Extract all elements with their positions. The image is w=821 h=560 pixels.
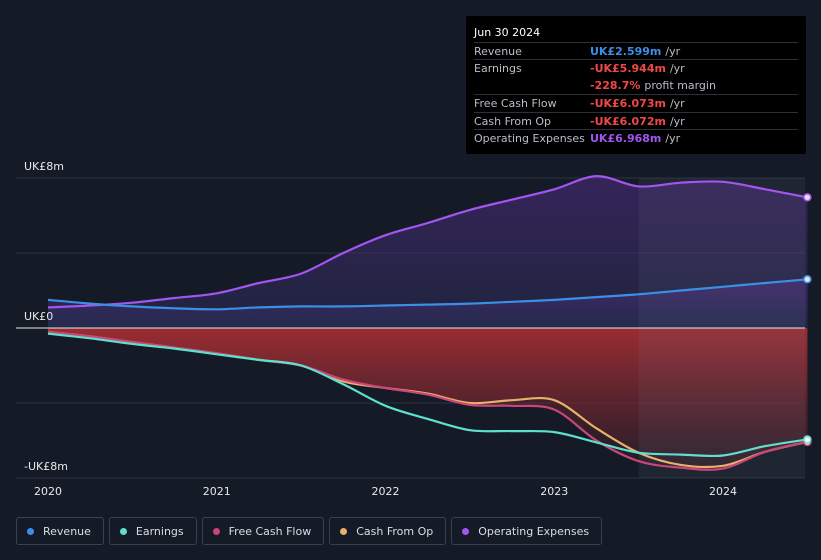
legend: Revenue Earnings Free Cash Flow Cash From O… — [16, 517, 603, 545]
x-tick-label: 2022 — [372, 485, 400, 498]
x-tick-label: 2024 — [709, 485, 737, 498]
tooltip-row: Revenue UK£2.599m/yr — [474, 42, 798, 59]
y-tick-label: UK£8m — [24, 160, 64, 173]
legend-dot-icon — [340, 527, 348, 535]
tooltip-rows: Revenue UK£2.599m/yr Earnings -UK£5.944m/yr… — [474, 42, 798, 146]
operating-expenses-area — [48, 176, 808, 328]
legend-label: Cash From Op — [356, 524, 434, 538]
tooltip-row-label: Free Cash Flow — [474, 97, 557, 111]
x-tick-label: 2020 — [34, 485, 62, 498]
tooltip-row-value: -UK£6.072m — [590, 114, 666, 128]
legend-dot-icon — [27, 527, 34, 535]
tooltip-date: Jun 30 2024 — [474, 26, 541, 39]
tooltip-row: Cash From Op -UK£6.072m/yr — [474, 111, 798, 129]
x-tick-label: 2023 — [540, 485, 568, 498]
tooltip-row-unit: profit margin — [644, 78, 716, 92]
legend-item-revenue[interactable]: Revenue — [16, 517, 104, 545]
tooltip-row: Earnings -UK£5.944m/yr — [474, 59, 798, 76]
legend-dot-icon — [119, 527, 127, 535]
tooltip-row-unit: /yr — [669, 97, 685, 111]
tooltip-row-label: Earnings — [474, 62, 522, 76]
tooltip-row-value: UK£6.968m — [590, 131, 662, 145]
legend-item-cash-from-op[interactable]: Cash From Op — [329, 517, 447, 545]
tooltip-row-unit: /yr — [665, 131, 681, 145]
tooltip-row-value: -UK£6.073m — [590, 97, 666, 111]
y-axis: UK£8m UK£0 -UK£8m — [24, 160, 68, 473]
legend-label: Operating Expenses — [478, 524, 590, 538]
tooltip-row: Free Cash Flow -UK£6.073m/yr — [474, 94, 798, 111]
series-endpoints — [803, 193, 812, 447]
tooltip-row: -228.7% profit margin — [474, 77, 798, 94]
free-cash-flow-area — [48, 328, 808, 470]
operating-expenses-endpoint — [803, 193, 812, 202]
earnings-endpoint — [803, 435, 812, 444]
tooltip-row-value: -228.7% — [590, 78, 641, 92]
tooltip-panel: Jun 30 2024 Revenue UK£2.599m/yr Earnings -… — [466, 16, 806, 154]
tooltip-row-label: Revenue — [474, 45, 522, 58]
legend-item-earnings[interactable]: Earnings — [108, 517, 197, 545]
tooltip-row-unit: /yr — [669, 114, 685, 128]
x-tick-label: 2021 — [203, 485, 231, 498]
operating-expenses-line — [47, 174, 808, 309]
series-lines — [47, 174, 808, 471]
y-tick-label: -UK£8m — [24, 460, 68, 473]
revenue-line — [47, 278, 808, 311]
x-axis: 2020 2021 2022 2023 2024 — [34, 485, 737, 498]
y-tick-label: UK£0 — [24, 310, 53, 323]
earnings-line — [47, 332, 808, 458]
legend-item-free-cash-flow[interactable]: Free Cash Flow — [201, 517, 325, 545]
tooltip-row-value: UK£2.599m — [590, 45, 662, 58]
legend-label: Revenue — [43, 524, 91, 538]
revenue-endpoint — [803, 275, 812, 284]
tooltip-row-label: Operating Expenses — [474, 131, 585, 145]
tooltip-row: Operating Expenses UK£6.968m/yr — [474, 128, 798, 146]
tooltip-row-value: -UK£5.944m — [590, 62, 666, 76]
tooltip-row-label — [474, 77, 590, 94]
legend-dot-icon — [212, 527, 220, 535]
series-areas — [48, 176, 808, 470]
tooltip-row-unit: /yr — [665, 45, 681, 58]
legend-dot-icon — [462, 527, 470, 535]
revenue-area — [48, 279, 808, 328]
tooltip-row-label: Cash From Op — [474, 114, 552, 128]
legend-label: Free Cash Flow — [228, 524, 312, 538]
legend-label: Earnings — [135, 524, 184, 538]
tooltip-row-unit: /yr — [669, 62, 685, 76]
legend-item-operating-expenses[interactable]: Operating Expenses — [451, 517, 603, 545]
